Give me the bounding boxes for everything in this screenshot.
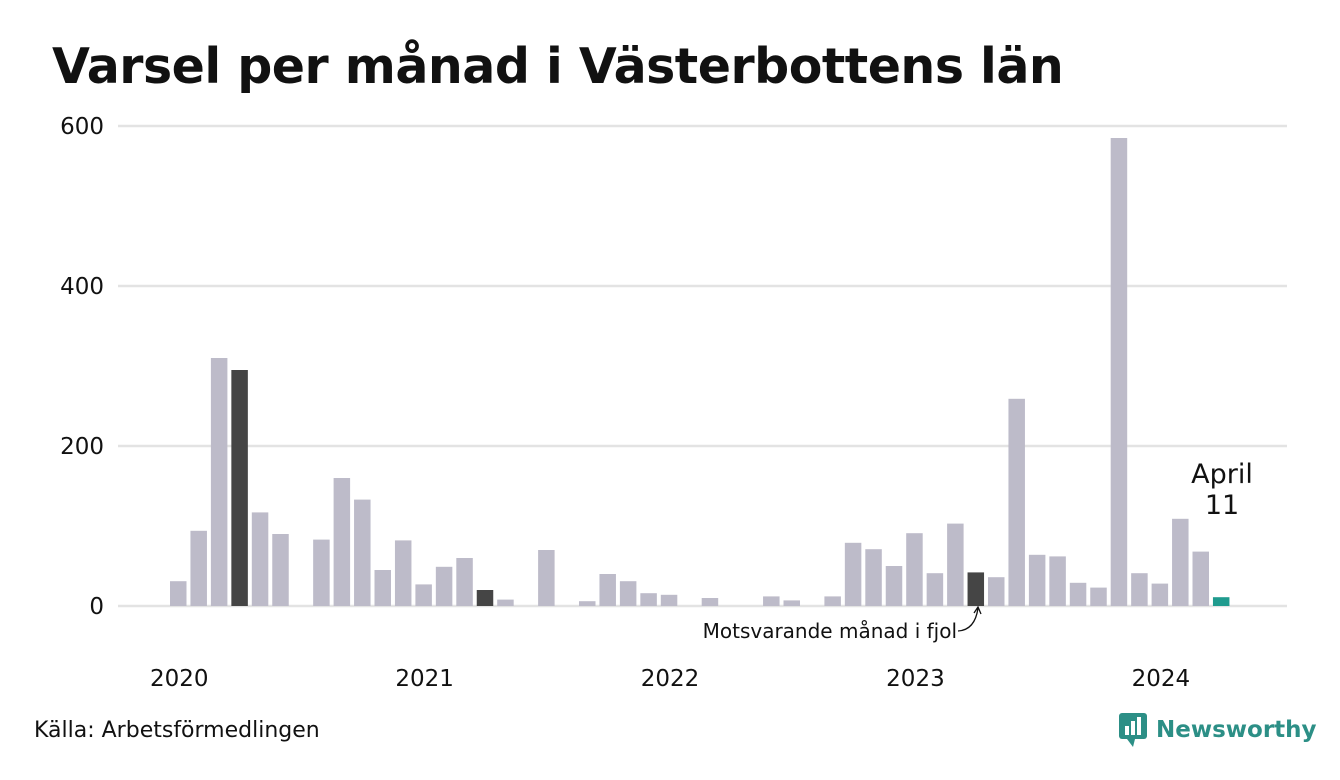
- bar-2020-05: [251, 512, 269, 606]
- bar-2020-08: [313, 539, 330, 606]
- bar-2024-04: [1212, 597, 1230, 606]
- current-value-label: 11: [1205, 490, 1239, 521]
- x-tick-label: 2021: [395, 666, 454, 692]
- newsworthy-logo: Newsworthy: [1118, 712, 1317, 748]
- y-tick-label: 400: [60, 274, 104, 300]
- last-year-arrow: [957, 607, 979, 632]
- y-tick-label: 600: [60, 114, 104, 140]
- y-tick-label: 0: [89, 594, 104, 620]
- bar-2023-06: [1008, 398, 1025, 606]
- bar-2020-11: [374, 570, 391, 606]
- bar-2021-01: [415, 584, 432, 606]
- bar-2020-04: [231, 370, 248, 606]
- bar-2022-10: [844, 542, 862, 606]
- current-month-label: April: [1191, 459, 1253, 490]
- bar-2023-09: [1069, 582, 1087, 606]
- bar-2021-07: [538, 550, 555, 606]
- bar-2024-02: [1172, 518, 1189, 606]
- x-tick-label: 2022: [641, 666, 700, 692]
- bar-2022-11: [865, 549, 882, 606]
- bar-2021-02: [435, 566, 453, 606]
- x-axis: 2020 2021 2022 2023 2024: [150, 666, 1190, 692]
- bar-2020-02: [190, 530, 207, 606]
- bar-2022-01: [660, 594, 678, 606]
- bar-2023-02: [926, 573, 944, 606]
- bar-2023-10: [1090, 587, 1107, 606]
- bar-2021-09: [579, 601, 596, 606]
- bar-2022-06: [763, 596, 780, 606]
- bar-2023-07: [1028, 554, 1046, 606]
- bar-2020-09: [333, 478, 351, 606]
- bar-2021-04: [476, 590, 494, 606]
- bar-2021-03: [456, 558, 473, 606]
- bar-2023-05: [988, 577, 1005, 606]
- y-axis: 0 200 400 600: [60, 114, 104, 620]
- y-tick-label: 200: [60, 434, 104, 460]
- bar-2023-04: [967, 572, 985, 606]
- bar-2020-03: [210, 358, 228, 606]
- bar-2022-03: [701, 598, 719, 606]
- chart-title: Varsel per månad i Västerbottens län: [52, 38, 1064, 95]
- x-tick-label: 2023: [886, 666, 945, 692]
- bar-2022-12: [885, 566, 903, 606]
- bar-2023-12: [1131, 573, 1148, 606]
- bar-2020-06: [272, 534, 289, 606]
- bar-2023-11: [1110, 138, 1128, 606]
- x-tick-label: 2024: [1132, 666, 1191, 692]
- brand-name: Newsworthy: [1156, 717, 1317, 743]
- bar-2021-11: [619, 581, 637, 606]
- bar-chart: 0 200 400 600 2020 2021 2022 2023 2024 April 11…: [60, 114, 1287, 692]
- bar-2020-01: [170, 581, 187, 606]
- bar-2020-12: [394, 540, 412, 606]
- bar-2022-09: [824, 596, 841, 606]
- newsworthy-logo-icon: [1119, 713, 1147, 747]
- bars: [170, 138, 1230, 606]
- bar-2024-03: [1192, 551, 1209, 606]
- last-year-arrowhead: [973, 605, 982, 615]
- annotations: April 11 Motsvarande månad i fjol: [703, 459, 1253, 643]
- bar-2023-01: [906, 533, 923, 606]
- last-year-label: Motsvarande månad i fjol: [703, 619, 957, 643]
- bar-2021-05: [497, 599, 514, 606]
- bar-2023-08: [1049, 556, 1066, 606]
- bar-2022-07: [783, 600, 800, 606]
- bar-2021-12: [640, 593, 657, 606]
- bar-2021-10: [599, 574, 616, 606]
- bar-2023-03: [947, 523, 964, 606]
- bar-2024-01: [1151, 583, 1169, 606]
- bar-2020-10: [354, 499, 371, 606]
- source-note: Källa: Arbetsförmedlingen: [34, 718, 320, 743]
- x-tick-label: 2020: [150, 666, 209, 692]
